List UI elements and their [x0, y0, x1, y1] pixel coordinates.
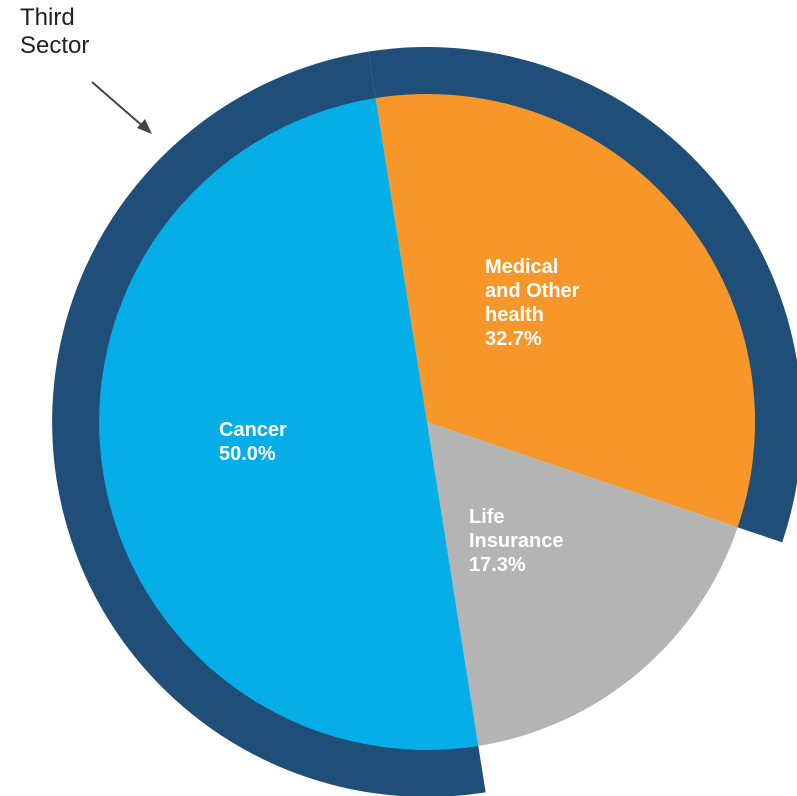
- annotation-arrow: [91, 81, 147, 130]
- slice-label: Medical and Other health 32.7%: [485, 255, 585, 351]
- ring-label: Third Sector: [20, 4, 90, 59]
- slice-label: Cancer 50.0%: [219, 418, 319, 466]
- pie-slice: [375, 93, 756, 528]
- slice-value: 32.7%: [485, 328, 542, 350]
- slice-name: Medical and Other health: [485, 256, 580, 326]
- slice-name: Life Insurance: [469, 506, 564, 552]
- slice-label: Life Insurance 17.3%: [469, 505, 569, 577]
- ring-segment: [368, 47, 797, 543]
- slice-value: 50.0%: [219, 443, 276, 465]
- pie-slice: [427, 422, 738, 746]
- slice-value: 17.3%: [469, 554, 526, 576]
- pie-slice: [99, 98, 479, 750]
- annotation-arrowhead: [137, 119, 152, 134]
- slice-name: Cancer: [219, 419, 287, 441]
